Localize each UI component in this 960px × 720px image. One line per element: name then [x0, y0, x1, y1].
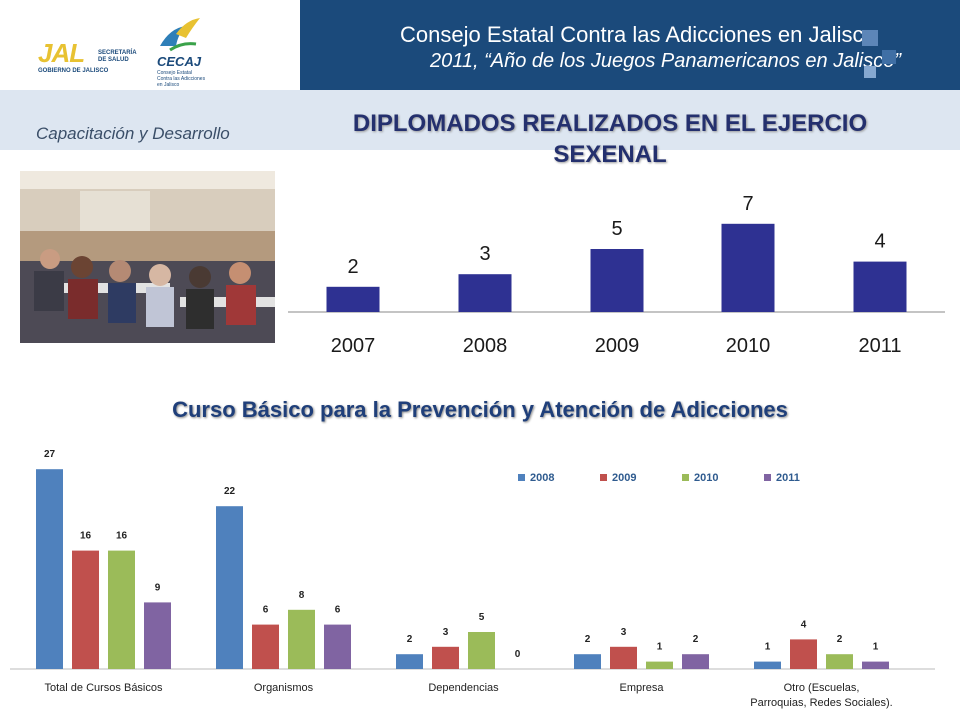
top-chart-tick-label: 2007 [331, 335, 376, 357]
top-chart-bar [458, 274, 512, 312]
bottom-chart-tick-label: Total de Cursos Básicos [45, 682, 163, 694]
jalisco-logo: JAL [38, 38, 85, 68]
bottom-chart-tick-label: Parroquias, Redes Sociales). [750, 697, 892, 709]
bottom-chart-bar [646, 661, 673, 669]
bottom-chart-bar [36, 469, 63, 669]
bottom-chart-tick-label: Organismos [254, 682, 314, 694]
bottom-chart-tick-label: Empresa [619, 682, 664, 694]
bottom-chart-bar [754, 661, 781, 669]
top-chart-tick-label: 2010 [726, 335, 771, 357]
bottom-chart-data-label: 8 [299, 590, 305, 601]
bottom-chart-tick-label: Dependencias [428, 682, 499, 694]
bottom-chart-data-label: 1 [657, 642, 663, 653]
cecaj-bird-icon [160, 18, 200, 52]
bottom-chart-data-label: 16 [80, 531, 92, 542]
bottom-chart-data-label: 2 [585, 634, 591, 645]
bottom-chart-data-label: 2 [407, 634, 413, 645]
decor-square [864, 66, 876, 78]
section-label: Capacitación y Desarrollo [36, 124, 230, 143]
bottom-chart-data-label: 9 [155, 582, 161, 593]
legend-label: 2008 [530, 472, 554, 484]
bottom-chart-data-label: 0 [515, 649, 521, 660]
bottom-chart-bar [574, 654, 601, 669]
bottom-chart-data-label: 2 [837, 634, 843, 645]
legend-label: 2011 [776, 472, 800, 484]
training-photo [20, 171, 275, 343]
logo-band [0, 0, 300, 90]
bottom-chart-data-label: 6 [263, 605, 269, 616]
top-chart-data-label: 4 [874, 231, 885, 253]
legend-swatch [682, 474, 689, 481]
bottom-chart-data-label: 22 [224, 486, 236, 497]
top-chart-data-label: 5 [611, 218, 622, 240]
legend-swatch [600, 474, 607, 481]
bottom-chart-data-label: 1 [765, 642, 771, 653]
bottom-chart-bar [432, 646, 459, 669]
bottom-chart-bar [682, 654, 709, 669]
cecaj-logo-caption: Consejo Estatal Contra las Adicciones en… [157, 70, 206, 88]
bottom-chart-data-label: 2 [693, 634, 699, 645]
course-chart-title: Curso Básico para la Prevención y Atenci… [172, 397, 788, 422]
bottom-chart-data-label: 4 [801, 619, 807, 630]
header-title: Consejo Estatal Contra las Adicciones en… [400, 22, 876, 47]
bottom-chart-bar [790, 639, 817, 669]
bottom-chart-bar [144, 602, 171, 669]
decor-square [862, 30, 878, 46]
bottom-chart-data-label: 1 [873, 642, 879, 653]
top-chart-bar [326, 286, 380, 312]
header-subtitle: 2011, “Año de los Juegos Panamericanos e… [430, 50, 902, 72]
bottom-chart-data-label: 27 [44, 449, 56, 460]
bottom-chart-data-label: 16 [116, 531, 128, 542]
bottom-chart-bar [108, 550, 135, 669]
bottom-chart-bar [396, 654, 423, 669]
bottom-chart-bar [216, 506, 243, 669]
top-chart-bar [590, 249, 644, 312]
top-chart-tick-label: 2008 [463, 335, 508, 357]
legend-label: 2009 [612, 472, 636, 484]
bottom-chart-bar [826, 654, 853, 669]
section-ribbon [0, 90, 960, 150]
main-title: DIPLOMADOS REALIZADOS EN EL EJERCIO SEXE… [352, 110, 868, 168]
bottom-chart-bar [324, 624, 351, 669]
bottom-chart-bar [610, 646, 637, 669]
decor-square [882, 50, 896, 64]
legend-swatch [518, 474, 525, 481]
bottom-chart-bar [72, 550, 99, 669]
top-chart-tick-label: 2011 [858, 335, 901, 357]
salud-logo: SECRETARÍA DE SALUD [98, 50, 137, 63]
top-chart-tick-label: 2009 [595, 335, 640, 357]
top-chart-bar [721, 223, 775, 312]
top-chart-data-label: 2 [347, 256, 358, 278]
cecaj-logo: CECAJ [157, 54, 202, 69]
legend-swatch [764, 474, 771, 481]
bottom-chart-bar [288, 609, 315, 669]
top-chart-bar [853, 261, 907, 312]
bottom-chart-data-label: 3 [621, 627, 627, 638]
bottom-chart-bar [252, 624, 279, 669]
bottom-chart-data-label: 5 [479, 612, 485, 623]
legend-label: 2010 [694, 472, 718, 484]
bottom-chart-tick-label: Otro (Escuelas, [784, 682, 860, 694]
jalisco-logo-caption: GOBIERNO DE JALISCO [38, 68, 109, 74]
bottom-chart-data-label: 3 [443, 627, 449, 638]
bottom-chart-bar [468, 632, 495, 669]
bottom-chart-bar [862, 661, 889, 669]
top-chart-data-label: 7 [742, 193, 753, 215]
top-chart-data-label: 3 [479, 243, 490, 265]
bottom-chart-data-label: 6 [335, 605, 341, 616]
